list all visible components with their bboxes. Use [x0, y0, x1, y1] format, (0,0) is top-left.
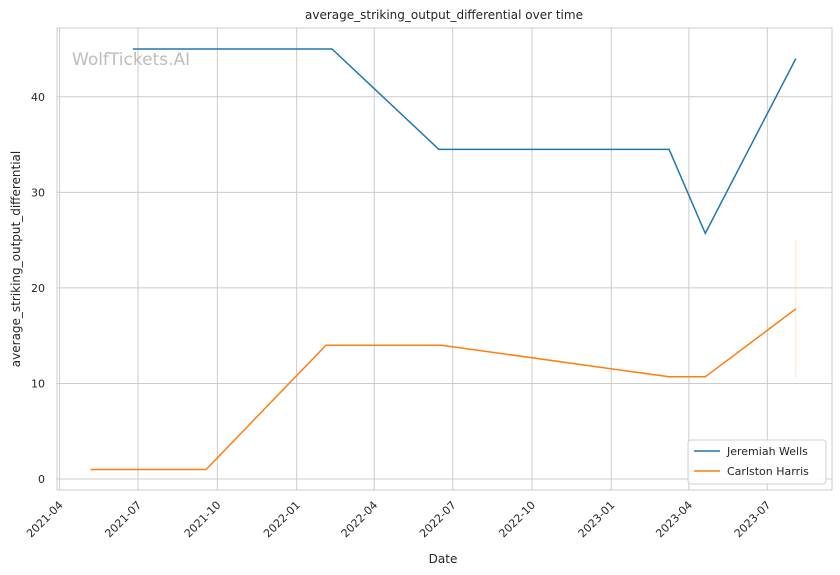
- series-lines: [90, 48, 797, 471]
- x-tick-label: 2022-10: [496, 499, 538, 541]
- x-tick-label: 2021-07: [102, 499, 144, 541]
- x-tick-label: 2022-01: [261, 499, 303, 541]
- y-tick-label: 40: [31, 91, 45, 104]
- y-tick-label: 30: [31, 186, 45, 199]
- y-tick-label: 20: [31, 282, 45, 295]
- x-tick-label: 2023-07: [732, 499, 774, 541]
- y-axis: 0 10 20 30 40: [31, 91, 45, 486]
- y-tick-label: 10: [31, 377, 45, 390]
- grid: [57, 28, 832, 490]
- y-axis-label: average_striking_output_differential: [9, 151, 23, 367]
- plot-frame: [56, 27, 833, 491]
- chart-title: average_striking_output_differential ove…: [305, 8, 583, 22]
- x-tick-label: 2022-07: [417, 499, 459, 541]
- x-axis-label: Date: [429, 552, 458, 566]
- y-tick-label: 0: [38, 473, 45, 486]
- x-tick-label: 2021-04: [24, 499, 66, 541]
- legend-box: [687, 439, 827, 485]
- x-axis: 2021-04 2021-07 2021-10 2022-01 2022-04 2022-…: [24, 499, 773, 541]
- watermark: WolfTickets.AI: [72, 50, 190, 70]
- legend-label: Carlston Harris: [727, 465, 809, 478]
- x-tick-label: 2023-04: [653, 499, 695, 541]
- x-tick-label: 2023-01: [576, 499, 618, 541]
- x-tick-label: 2021-10: [182, 499, 224, 541]
- series-line-jeremiah-wells: [132, 48, 797, 236]
- x-tick-label: 2022-04: [339, 499, 381, 541]
- legend: Jeremiah Wells Carlston Harris: [687, 439, 827, 485]
- legend-label: Jeremiah Wells: [726, 445, 808, 458]
